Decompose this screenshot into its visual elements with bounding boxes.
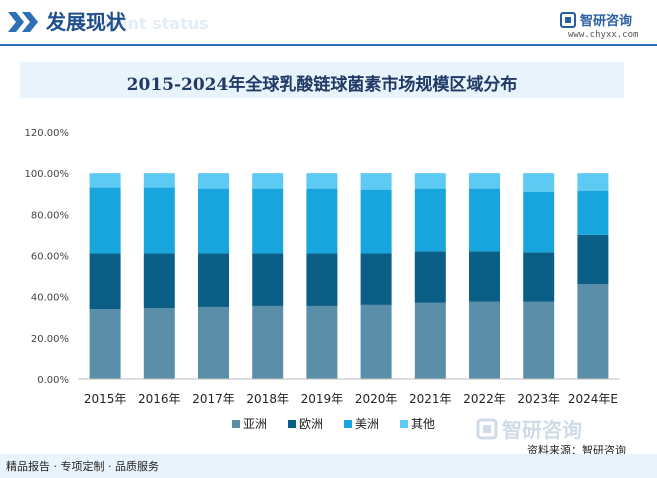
bar-segment xyxy=(414,302,446,379)
y-tick-label: 100.00% xyxy=(25,169,70,180)
y-tick-label: 0.00% xyxy=(37,375,69,386)
bar-segment xyxy=(523,173,555,192)
chart-legend: 亚洲 欧洲 美洲 其他 xyxy=(232,417,435,431)
chart-title-band: 2015-2024年全球乳酸链球菌素市场规模区域分布 xyxy=(20,62,624,98)
bar-series-group xyxy=(89,173,609,379)
bar-segment xyxy=(252,173,284,189)
header-divider xyxy=(0,44,657,46)
section-title: 发展现状 xyxy=(46,10,126,34)
y-tick-label: 40.00% xyxy=(31,293,69,304)
bar-segment xyxy=(360,253,392,305)
legend-label: 美洲 xyxy=(355,417,379,431)
bar-segment xyxy=(469,188,500,252)
bar-segment xyxy=(469,301,500,379)
x-tick-label: 2020年 xyxy=(355,392,398,406)
x-axis: 2015年 2016年 2017年 2018年 2019年 2020年 2021年 2022年… xyxy=(78,378,620,406)
footer-slogan: 精品报告 · 专项定制 · 品质服务 xyxy=(6,460,159,473)
legend-swatch xyxy=(288,420,296,428)
bar-segment xyxy=(523,191,555,253)
bar-segment xyxy=(523,252,555,302)
bar-segment xyxy=(143,173,175,188)
bar-segment xyxy=(306,305,338,379)
brand-logo: 智研咨询 xyxy=(560,10,632,29)
page-header: ment status 发展现状 智研咨询 www.chyxx.com xyxy=(0,0,657,46)
brand-logo-icon xyxy=(560,11,576,28)
x-tick-label: 2018年 xyxy=(246,392,289,406)
bar-segment xyxy=(143,253,175,308)
x-tick-label: 2024年E xyxy=(568,392,618,406)
chart-title: 2015-2024年全球乳酸链球菌素市场规模区域分布 xyxy=(126,75,518,95)
x-tick-label: 2017年 xyxy=(192,392,235,406)
bar-segment xyxy=(89,173,121,188)
bar-segment xyxy=(89,187,121,254)
footer-brand-name: 智研咨询 xyxy=(502,418,582,442)
bar-segment xyxy=(360,173,392,190)
bar-segment xyxy=(198,173,229,189)
x-tick-label: 2016年 xyxy=(138,392,181,406)
bar-segment xyxy=(577,234,609,285)
data-source: 资料来源：智研咨询 xyxy=(527,444,626,457)
x-tick-label: 2023年 xyxy=(517,392,560,406)
bar-segment xyxy=(198,306,229,379)
header-watermark: ment status xyxy=(100,14,209,33)
bar-segment xyxy=(577,284,609,379)
y-tick-label: 60.00% xyxy=(31,252,69,263)
bar-segment xyxy=(306,253,338,306)
bar-segment xyxy=(414,251,446,303)
bar-segment xyxy=(198,188,229,254)
bar-segment xyxy=(89,253,121,310)
bar-segment xyxy=(360,189,392,254)
bar-segment xyxy=(360,304,392,379)
bar-segment xyxy=(414,173,446,189)
bar-segment xyxy=(252,188,284,254)
bar-segment xyxy=(252,305,284,379)
y-axis: 0.00% 20.00% 40.00% 60.00% 80.00% 100.00% 120.… xyxy=(25,128,70,386)
bar-segment xyxy=(577,173,609,191)
bar-segment xyxy=(89,309,121,379)
bar-segment xyxy=(306,188,338,254)
y-tick-label: 20.00% xyxy=(31,334,69,345)
brand-logo-icon xyxy=(476,418,498,439)
stacked-bar-chart: 0.00% 20.00% 40.00% 60.00% 80.00% 100.00% 120.… xyxy=(25,128,620,431)
y-tick-label: 120.00% xyxy=(25,128,70,139)
legend-swatch xyxy=(344,420,352,428)
legend-swatch xyxy=(232,420,240,428)
legend-swatch xyxy=(400,420,408,428)
bar-segment xyxy=(469,173,500,189)
bar-segment xyxy=(469,251,500,302)
y-tick-label: 80.00% xyxy=(31,210,69,221)
bar-segment xyxy=(577,190,609,235)
legend-label: 欧洲 xyxy=(299,417,323,431)
legend-label: 亚洲 xyxy=(243,417,267,431)
x-tick-label: 2015年 xyxy=(84,392,127,406)
bar-segment xyxy=(143,187,175,254)
bar-segment xyxy=(252,253,284,306)
bar-segment xyxy=(306,173,338,189)
x-tick-label: 2022年 xyxy=(463,392,506,406)
bar-segment xyxy=(414,188,446,252)
x-tick-label: 2019年 xyxy=(301,392,344,406)
bar-segment xyxy=(198,253,229,307)
legend-label: 其他 xyxy=(411,417,435,431)
footer-bar: 精品报告 · 专项定制 · 品质服务 xyxy=(0,454,657,478)
x-tick-label: 2021年 xyxy=(409,392,452,406)
bar-segment xyxy=(523,301,555,379)
brand-name: 智研咨询 xyxy=(580,14,633,29)
brand-url: www.chyxx.com xyxy=(568,30,639,40)
footer-brand: 智研咨询 xyxy=(476,414,582,443)
bar-segment xyxy=(143,307,175,379)
chevron-double-icon xyxy=(8,12,38,32)
